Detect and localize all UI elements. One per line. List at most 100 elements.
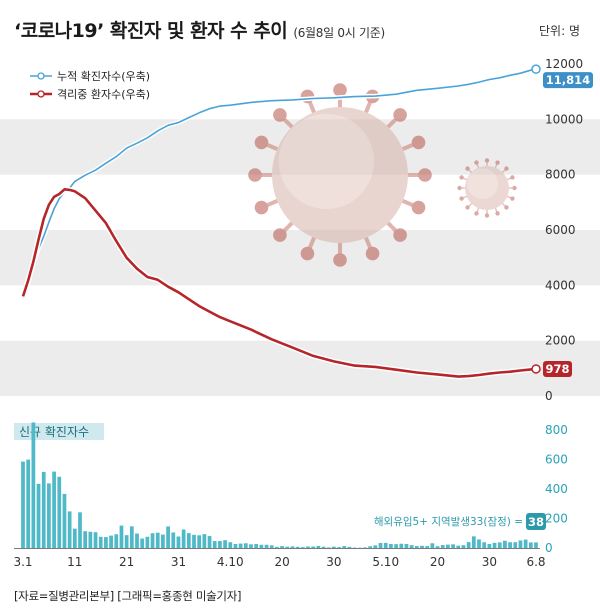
daily-bar xyxy=(166,526,170,548)
daily-bar xyxy=(249,544,253,548)
daily-bar xyxy=(155,532,160,548)
daily-bar xyxy=(518,540,523,548)
xtick-label: 5.10 xyxy=(372,555,399,569)
virus-spike-tip xyxy=(333,253,347,267)
virus-spike-tip xyxy=(474,160,479,165)
virus-spike-tip xyxy=(248,168,262,182)
daily-bar xyxy=(62,493,67,548)
daily-bar xyxy=(135,533,139,548)
virus-spike-tip xyxy=(510,175,515,180)
title-text: ‘코로나19’ 확진자 및 환자 수 추이 xyxy=(14,20,288,42)
virus-spike-tip xyxy=(504,205,509,210)
virus-small xyxy=(457,158,517,218)
virus-illustration xyxy=(248,83,517,267)
virus-spike-tip xyxy=(504,166,509,171)
daily-bar xyxy=(212,541,217,548)
daily-bar xyxy=(26,459,31,548)
virus-spike-tip xyxy=(512,185,517,191)
virus-spike-tip xyxy=(484,213,490,218)
xtick-label: 4.10 xyxy=(217,555,244,569)
daily-bar xyxy=(31,422,36,548)
daily-bar xyxy=(83,531,88,548)
daily-bar xyxy=(72,528,77,548)
daily-bar xyxy=(300,547,305,548)
virus-spike-tip xyxy=(254,135,269,150)
daily-bar xyxy=(497,542,502,548)
xtick-label: 31 xyxy=(171,555,186,569)
daily-bar xyxy=(119,525,124,548)
ytick-top-2000: 2000 xyxy=(545,334,576,348)
ytick-bar-800: 800 xyxy=(545,423,568,437)
virus-spike-tip xyxy=(300,246,315,261)
daily-bar xyxy=(186,533,191,548)
virus-spike-tip xyxy=(484,158,490,163)
daily-bar xyxy=(140,538,145,548)
daily-bar xyxy=(337,547,341,548)
ytick-bar-400: 400 xyxy=(545,482,568,496)
daily-bar xyxy=(440,545,445,548)
cumulative-end-marker xyxy=(531,64,541,74)
daily-bar xyxy=(523,539,528,548)
isolated-end-label: 978 xyxy=(545,362,569,376)
daily-bar xyxy=(399,543,404,548)
daily-bar xyxy=(150,533,155,548)
daily-bar xyxy=(176,536,181,548)
virus-spike-tip xyxy=(465,166,470,171)
daily-bar xyxy=(482,542,487,548)
daily-bar xyxy=(192,534,196,548)
daily-bar xyxy=(109,535,113,548)
daily-bar xyxy=(466,542,471,548)
daily-bar xyxy=(78,512,82,548)
daily-bar xyxy=(67,511,72,548)
daily-bar xyxy=(41,471,46,548)
cumulative-line xyxy=(22,68,537,293)
daily-bar xyxy=(528,542,533,548)
title-subtitle: (6월8일 0시 기준) xyxy=(293,26,385,40)
daily-bar xyxy=(316,545,321,548)
virus-highlight xyxy=(467,168,498,200)
daily-bar xyxy=(295,546,300,548)
daily-bar xyxy=(264,544,269,548)
daily-bar xyxy=(534,542,538,548)
daily-bar xyxy=(451,544,455,548)
daily-bar xyxy=(326,547,331,548)
legend: 누적 확진자수(우축) 격리중 환자수(우축) xyxy=(30,70,150,101)
daily-bar xyxy=(425,546,430,548)
daily-bar xyxy=(414,546,419,548)
virus-spike-tip xyxy=(465,205,470,210)
daily-bar xyxy=(368,546,373,548)
isolated-line xyxy=(21,188,537,378)
virus-spike-tip xyxy=(459,175,464,180)
daily-bar xyxy=(52,471,56,548)
daily-bar xyxy=(342,546,347,548)
bar-chart: 신규 확진자수 0 200 400 600 800 38 해외유입5+ 지역발생33(잠정) … xyxy=(14,422,568,555)
daily-bar xyxy=(124,535,129,548)
virus-spike-tip xyxy=(254,200,269,215)
daily-bar xyxy=(306,546,310,548)
daily-bar xyxy=(218,541,222,548)
last-bar-annotation: 해외유입5+ 지역발생33(잠정) = xyxy=(374,515,523,528)
daily-bar xyxy=(197,535,202,548)
daily-bar xyxy=(98,536,103,548)
daily-bar xyxy=(409,545,414,548)
daily-bar xyxy=(202,534,207,548)
isolated-end-badge xyxy=(543,360,572,377)
last-bar-badge xyxy=(526,513,546,530)
virus-spike-tip xyxy=(393,228,407,242)
daily-bar xyxy=(446,544,450,548)
daily-bar xyxy=(347,546,352,548)
virus-spike-tip xyxy=(411,200,426,215)
virus-spike-tip xyxy=(457,185,462,191)
cumulative-end-label: 11,814 xyxy=(546,73,590,87)
daily-bar xyxy=(57,476,62,548)
legend-marker-0 xyxy=(37,72,45,80)
daily-bar xyxy=(223,540,227,548)
daily-bar xyxy=(332,546,336,548)
bar-title: 신규 확진자수 xyxy=(19,425,89,439)
daily-bar xyxy=(171,532,176,548)
xtick-label: 20 xyxy=(430,555,445,569)
daily-bar xyxy=(207,536,212,548)
isolated-end-marker xyxy=(531,364,541,374)
xtick-label: 6.8 xyxy=(526,555,545,569)
xtick-label: 20 xyxy=(274,555,289,569)
